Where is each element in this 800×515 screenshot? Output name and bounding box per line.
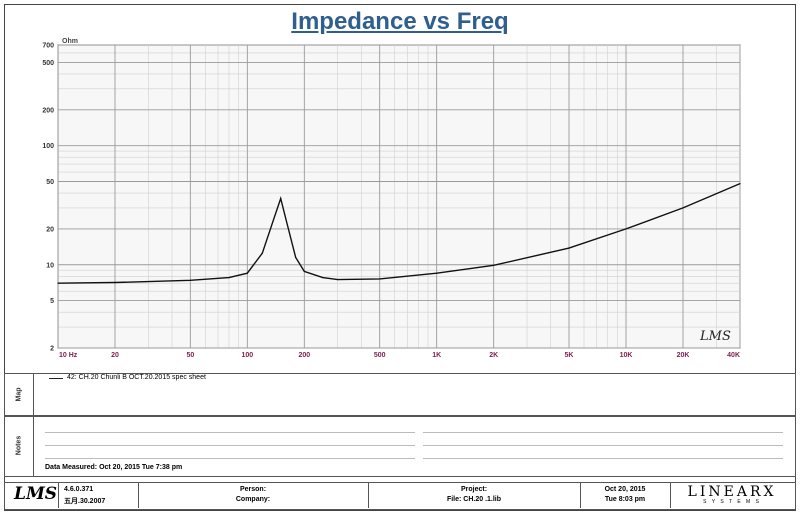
- impedance-curve: [57, 182, 741, 284]
- data-point: [261, 252, 263, 254]
- file-label: File: CH.20 .1.lib: [446, 496, 502, 503]
- data-point: [189, 279, 191, 281]
- build-date-text: 五月.30.2007: [64, 498, 106, 505]
- footer-divider: [580, 482, 581, 508]
- footer-divider: [58, 482, 59, 508]
- lms-watermark: LMS: [699, 329, 731, 344]
- x-tick-label: 200: [298, 352, 310, 359]
- grid-minor: [58, 44, 741, 348]
- chart-title: Impedance vs Freq: [291, 8, 509, 35]
- map-label-cell: Map: [5, 374, 34, 416]
- legend-entry[interactable]: 42: CH.20 Chunli B OCT.20.2015 spec shee…: [67, 374, 206, 381]
- y-axis-labels: 700 500 200 100 50 20 10 5 2: [42, 43, 54, 353]
- notes-panel: Notes Data Measured: Oct 20, 2015 Tue 7:…: [4, 415, 796, 477]
- plot-area: [57, 44, 741, 349]
- data-point: [303, 270, 305, 272]
- note-line[interactable]: [45, 458, 415, 459]
- note-line[interactable]: [423, 458, 783, 459]
- note-line[interactable]: [423, 432, 783, 433]
- data-point: [682, 207, 684, 209]
- legend-line-swatch: [49, 378, 63, 379]
- map-label: Map: [15, 387, 23, 402]
- data-point: [337, 279, 339, 281]
- notes-label: Notes: [15, 435, 23, 456]
- x-tick-label: 1K: [432, 352, 441, 359]
- data-points: [57, 183, 741, 284]
- x-tick-label: 20K: [677, 352, 690, 359]
- note-line[interactable]: [423, 445, 783, 446]
- y-tick-label: 100: [42, 143, 54, 150]
- data-point: [280, 197, 282, 200]
- data-point: [436, 272, 438, 274]
- x-tick-label: 40K: [727, 352, 740, 359]
- x-tick-label: 20: [111, 352, 119, 359]
- footer-divider: [670, 482, 671, 508]
- x-tick-label: 100: [241, 352, 253, 359]
- data-point: [739, 183, 741, 185]
- note-line[interactable]: [45, 445, 415, 446]
- y-unit-label: Ohm: [62, 38, 78, 45]
- map-panel: Map 42: CH.20 Chunli B OCT.20.2015 spec …: [4, 373, 796, 417]
- data-point: [295, 256, 297, 259]
- note-line[interactable]: [45, 432, 415, 433]
- version-text: 4.6.0.371: [64, 486, 94, 493]
- data-measured-text: Data Measured: Oct 20, 2015 Tue 7:38 pm: [45, 464, 183, 471]
- footer-divider: [368, 482, 369, 508]
- data-point: [114, 281, 116, 284]
- x-tick-label: 2K: [489, 352, 498, 359]
- y-tick-label: 10: [46, 262, 54, 269]
- data-point: [285, 218, 287, 221]
- footer-day-time: Tue 8:03 pm: [604, 496, 646, 503]
- y-tick-label: 500: [42, 60, 54, 67]
- y-tick-label: 50: [46, 179, 54, 186]
- project-label: Project:: [460, 486, 488, 493]
- data-point: [322, 277, 324, 279]
- linearx-brand-sub: S Y S T E M S: [703, 499, 761, 505]
- x-tick-label: 10K: [620, 352, 633, 359]
- x-tick-label: 10 Hz: [59, 352, 78, 359]
- footer-bar: [4, 482, 796, 510]
- notes-label-cell: Notes: [5, 416, 34, 476]
- x-tick-label: 500: [374, 352, 386, 359]
- y-tick-label: 2: [50, 346, 54, 353]
- linearx-brand: LINEARX: [687, 484, 777, 500]
- person-label: Person:: [239, 486, 267, 493]
- data-point: [57, 282, 59, 284]
- data-point: [625, 228, 627, 230]
- data-point: [246, 272, 248, 274]
- footer-divider: [138, 482, 139, 508]
- company-label: Company:: [235, 496, 271, 503]
- y-tick-label: 5: [50, 298, 54, 305]
- data-point: [379, 278, 381, 280]
- x-tick-label: 5K: [565, 352, 574, 359]
- x-axis-labels: 10 Hz 20 50 100 200 500 1K 2K 5K 10K 20K 40K: [59, 352, 740, 359]
- footer-date: Oct 20, 2015: [604, 486, 646, 493]
- data-point: [228, 277, 230, 279]
- data-point: [568, 247, 570, 249]
- y-tick-label: 200: [42, 107, 54, 114]
- y-tick-label: 20: [46, 226, 54, 233]
- x-tick-label: 50: [186, 352, 194, 359]
- lms-logo: LMS: [14, 484, 58, 504]
- grid-major: [57, 45, 740, 349]
- data-point: [493, 264, 495, 266]
- data-point: [274, 214, 276, 216]
- y-tick-label: 700: [42, 43, 54, 50]
